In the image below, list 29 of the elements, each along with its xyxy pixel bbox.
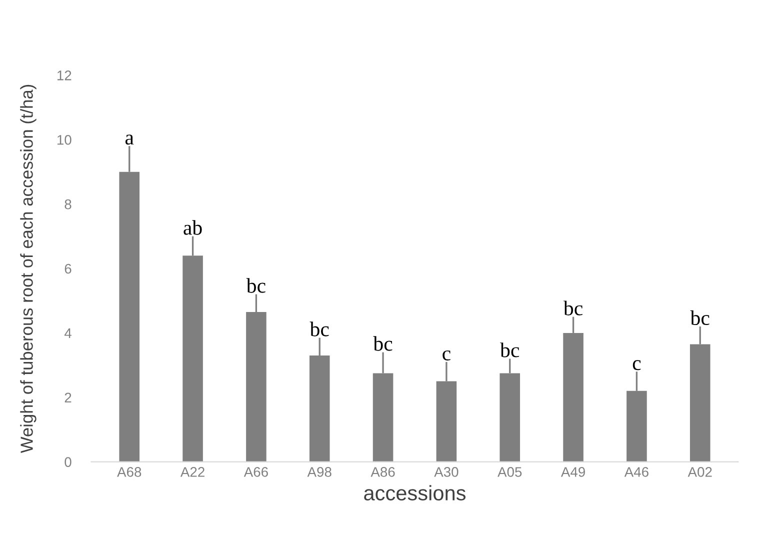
annotation: bc (310, 322, 329, 336)
x-tick-label: A68 (117, 467, 142, 477)
annotation: bc (690, 310, 710, 326)
annotation: a (125, 134, 134, 145)
x-tick-label: A49 (560, 467, 585, 477)
x-tick-label: A22 (180, 467, 204, 477)
annotation: c (442, 350, 450, 360)
annotation: bc (246, 278, 266, 293)
annotation: ab (184, 220, 202, 235)
annotation: c (632, 360, 641, 370)
x-tick-label: A05 (498, 467, 522, 477)
annotation: bc (373, 336, 392, 351)
x-tick-label: A46 (624, 467, 648, 477)
y-tick-label: 10 (57, 134, 72, 145)
y-axis-title: Weight of tuberous root of each accession (t/ha) (20, 84, 36, 454)
y-tick-label: 6 (64, 264, 72, 274)
x-tick-label: A02 (688, 467, 712, 477)
y-tick-label: 0 (64, 457, 72, 467)
y-tick-label: 12 (57, 70, 72, 80)
x-tick-label: A66 (244, 467, 268, 477)
y-tick-label: 8 (64, 199, 72, 210)
y-tick-label: 4 (64, 328, 72, 338)
x-tick-label: A98 (307, 467, 332, 477)
x-tick-label: A86 (370, 467, 395, 477)
annotation: bc (500, 342, 520, 358)
x-axis-title: accessions (364, 485, 466, 500)
annotation: bc (563, 300, 582, 316)
y-tick-label: 2 (64, 392, 72, 402)
x-tick-label: A30 (434, 467, 458, 477)
